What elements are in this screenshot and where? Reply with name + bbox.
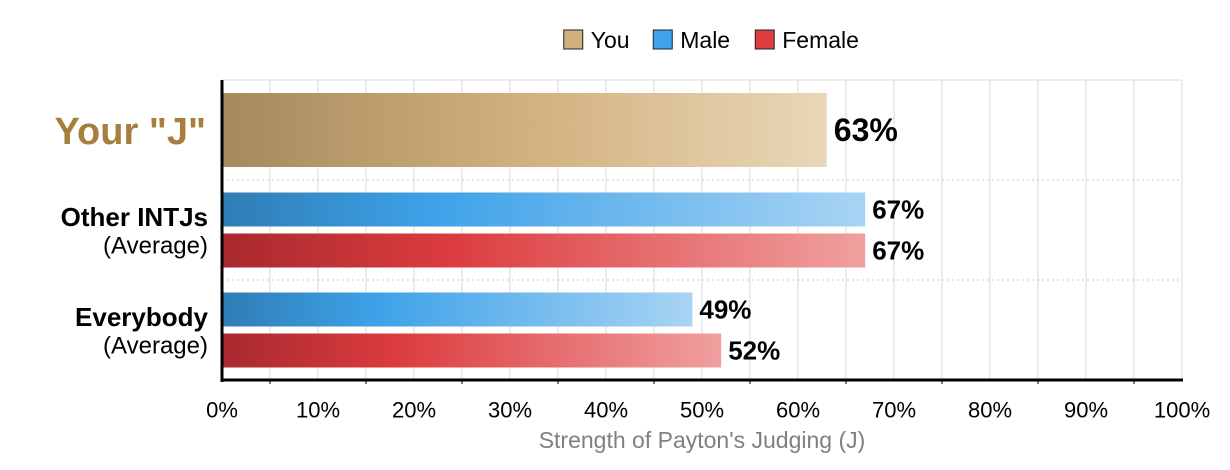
tick-label: 50% [680,398,724,423]
tick-label: 30% [488,398,532,423]
bar-female [223,233,866,268]
legend-label-you: You [591,27,630,53]
legend-swatch-female [754,29,775,50]
bar-male [223,292,693,327]
legend-label-female: Female [782,27,859,53]
category-label: Everybody [75,302,208,332]
legend-label-male: Male [680,27,730,53]
bars: 63% 67% 67% 49% 52% [223,93,924,368]
bar-you [223,93,827,167]
bar-female [223,333,722,368]
tick-label: 80% [968,398,1012,423]
tick-label: 70% [872,398,916,423]
tick-label: 10% [296,398,340,423]
data-label: 63% [834,112,898,148]
data-label: 52% [728,336,780,366]
tick-label: 20% [392,398,436,423]
category-label: Your "J" [55,111,206,153]
category-sublabel: (Average) [103,333,208,360]
legend-swatch-you [563,29,584,50]
data-label: 49% [699,295,751,325]
tick-label: 40% [584,398,628,423]
bar-male [223,192,866,227]
legend-swatch-male [652,29,673,50]
category-labels: Your "J"Other INTJs(Average)Everybody(Av… [55,111,209,360]
category-label: Other INTJs [61,202,208,232]
legend: You Male Female [563,27,859,53]
data-label: 67% [872,195,924,225]
x-axis-title: Strength of Payton's Judging (J) [539,427,866,453]
tick-label: 100% [1154,398,1210,423]
tick-label: 90% [1064,398,1108,423]
data-label: 67% [872,236,924,266]
tick-label: 0% [206,398,238,423]
x-axis: 0% 10% 20% 30% 40% 50% 60% 70% 80% 90% 100% Strengt… [206,80,1210,453]
tick-label: 60% [776,398,820,423]
category-sublabel: (Average) [103,233,208,260]
